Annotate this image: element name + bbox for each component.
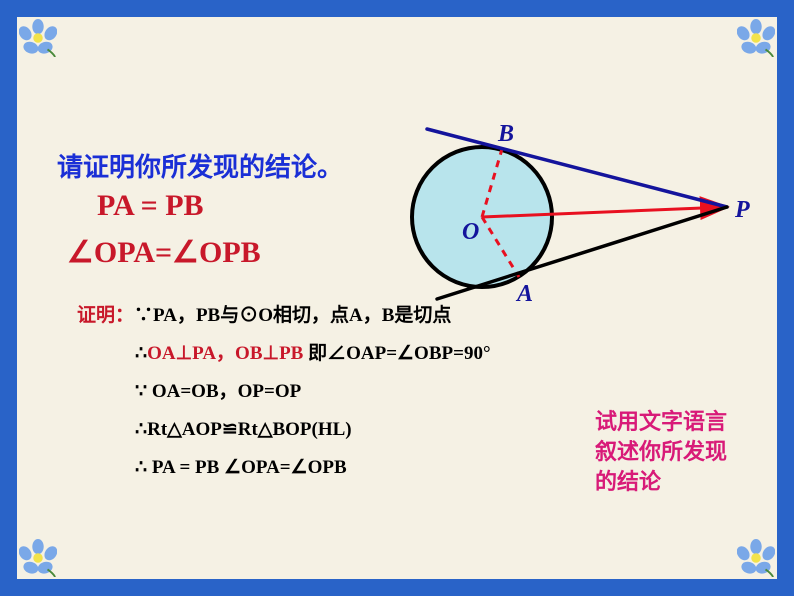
- proof-line-3: ∵ OA=OB，OP=OP: [77, 373, 491, 411]
- geometry-diagram: B A P O: [367, 107, 767, 317]
- svg-text:P: P: [734, 197, 750, 223]
- proof-line-2: ∴OA⊥PA，OB⊥PB 即∠OAP=∠OBP=90°: [77, 335, 491, 373]
- svg-text:A: A: [515, 281, 533, 307]
- proof-line-5: ∴ PA = PB ∠OPA=∠OPB: [77, 449, 491, 487]
- flower-corner-br: [737, 539, 775, 577]
- svg-text:O: O: [462, 219, 479, 245]
- svg-text:B: B: [497, 121, 514, 147]
- proof-block: 证明：∵PA，PB与⊙O相切，点A，B是切点 ∴OA⊥PA，OB⊥PB 即∠OA…: [77, 297, 491, 487]
- equation-pa-pb: PA = PB: [97, 189, 204, 223]
- flower-corner-tr: [737, 19, 775, 57]
- proof-line-4: ∴Rt△AOP≌Rt△BOP(HL): [77, 411, 491, 449]
- flower-corner-tl: [19, 19, 57, 57]
- equation-angle: ∠OPA=∠OPB: [67, 235, 261, 270]
- hint-l1: 试用文字语言: [595, 407, 727, 437]
- hint-l3: 的结论: [595, 467, 727, 497]
- paper-panel: 请证明你所发现的结论。 PA = PB ∠OPA=∠OPB 证明：∵PA，PB与…: [15, 15, 779, 581]
- proof-line-1: 证明：∵PA，PB与⊙O相切，点A，B是切点: [77, 297, 491, 335]
- prompt-text: 请证明你所发现的结论。: [57, 147, 343, 184]
- flower-corner-bl: [19, 539, 57, 577]
- proof-label: 证明：: [77, 305, 134, 326]
- hint-block: 试用文字语言 叙述你所发现 的结论: [595, 407, 727, 497]
- hint-l2: 叙述你所发现: [595, 437, 727, 467]
